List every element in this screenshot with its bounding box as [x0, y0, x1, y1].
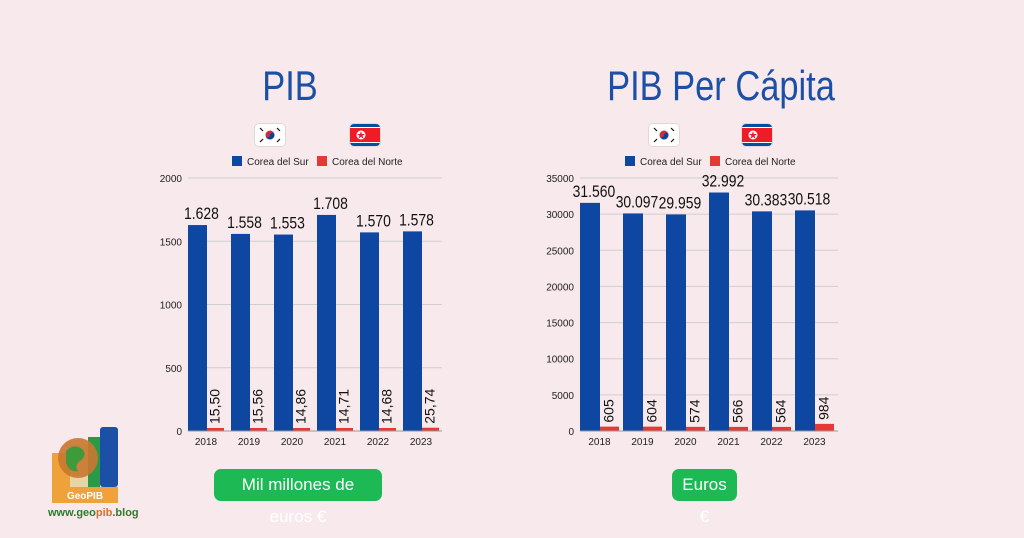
bar-corea-del-sur-2022 — [360, 232, 379, 431]
y-tick-label: 500 — [165, 364, 182, 375]
data-label-corea-del-sur: 29.959 — [659, 194, 702, 213]
unit-badge-per-capita: Euros € — [672, 469, 737, 526]
bar-corea-del-sur-2018 — [188, 225, 207, 431]
legend-swatch — [710, 156, 720, 166]
data-label-corea-del-norte: 25,74 — [422, 388, 438, 423]
x-tick-label: 2022 — [367, 437, 390, 448]
y-tick-label: 30000 — [546, 210, 574, 221]
logo-name: GeoPIB — [67, 491, 103, 502]
y-tick-label: 5000 — [552, 391, 575, 402]
data-label-corea-del-norte: 605 — [601, 399, 617, 423]
x-tick-label: 2021 — [324, 437, 347, 448]
y-tick-label: 2000 — [160, 174, 183, 185]
legend-label: Corea del Norte — [332, 157, 403, 168]
north-korea-flag-icon — [350, 124, 380, 146]
data-label-corea-del-sur: 1.708 — [313, 195, 348, 214]
x-tick-label: 2021 — [717, 437, 740, 448]
bar-corea-del-norte-2022 — [772, 426, 791, 431]
x-tick-label: 2020 — [281, 437, 304, 448]
legend-swatch — [625, 156, 635, 166]
y-tick-label: 0 — [176, 427, 182, 438]
y-tick-label: 1500 — [160, 237, 183, 248]
logo-url-suffix: .blog — [112, 507, 139, 519]
data-label-corea-del-sur: 1.553 — [270, 214, 305, 233]
geopib-logo: GeoPIB — [48, 425, 122, 517]
data-label-corea-del-norte: 604 — [644, 399, 660, 423]
x-tick-label: 2019 — [631, 437, 654, 448]
x-tick-label: 2022 — [760, 437, 783, 448]
data-label-corea-del-norte: 14,68 — [379, 389, 395, 424]
bar-corea-del-norte-2021 — [729, 426, 748, 431]
bar-corea-del-norte-2019 — [250, 428, 267, 431]
data-label-corea-del-sur: 1.578 — [399, 211, 434, 230]
bar-corea-del-norte-2018 — [600, 426, 619, 431]
data-label-corea-del-norte: 574 — [687, 399, 703, 423]
data-label-corea-del-sur: 30.097 — [616, 193, 659, 212]
data-label-corea-del-sur: 30.518 — [788, 190, 831, 209]
unit-badge-pib: Mil millones de euros € — [214, 469, 382, 526]
south-korea-flag-icon — [255, 124, 285, 146]
y-tick-label: 10000 — [546, 355, 574, 366]
y-tick-label: 20000 — [546, 282, 574, 293]
bar-corea-del-sur-2018 — [580, 202, 600, 431]
legend-swatch — [232, 156, 242, 166]
data-label-corea-del-norte: 15,50 — [207, 389, 223, 424]
bar-corea-del-sur-2022 — [752, 211, 772, 431]
data-label-corea-del-sur: 1.628 — [184, 205, 219, 224]
bar-corea-del-sur-2023 — [795, 210, 815, 431]
y-tick-label: 25000 — [546, 246, 574, 257]
x-tick-label: 2018 — [195, 437, 218, 448]
bar-corea-del-norte-2020 — [293, 428, 310, 431]
x-tick-label: 2019 — [238, 437, 261, 448]
y-tick-label: 15000 — [546, 319, 574, 330]
bar-corea-del-sur-2023 — [403, 231, 422, 431]
data-label-corea-del-sur: 32.992 — [702, 172, 745, 191]
south-korea-flag-icon — [649, 124, 679, 146]
chart-title-pib: PIB — [262, 62, 318, 109]
data-label-corea-del-norte: 566 — [730, 399, 746, 423]
x-tick-label: 2020 — [674, 437, 697, 448]
data-label-corea-del-norte: 14,86 — [293, 389, 309, 424]
data-label-corea-del-norte: 984 — [816, 396, 832, 420]
x-tick-label: 2023 — [803, 437, 826, 448]
x-tick-label: 2018 — [588, 437, 611, 448]
bar-corea-del-norte-2020 — [686, 426, 705, 431]
data-label-corea-del-norte: 14,71 — [336, 389, 352, 424]
north-korea-flag-icon — [742, 124, 772, 146]
data-label-corea-del-sur: 1.570 — [356, 212, 391, 231]
bar-corea-del-norte-2022 — [379, 428, 396, 431]
bar-corea-del-norte-2023 — [422, 427, 439, 431]
legend-label: Corea del Sur — [640, 157, 702, 168]
legend-swatch — [317, 156, 327, 166]
legend-label: Corea del Norte — [725, 157, 796, 168]
y-tick-label: 35000 — [546, 174, 574, 185]
chart-title-pib-per-capita: PIB Per Cápita — [607, 62, 835, 109]
logo-url-accent: pib — [95, 507, 113, 519]
bar-corea-del-norte-2019 — [643, 426, 662, 431]
bar-corea-del-sur-2020 — [666, 214, 686, 431]
bar-corea-del-sur-2019 — [231, 233, 250, 431]
bar-corea-del-norte-2023 — [815, 423, 834, 431]
y-tick-label: 0 — [568, 427, 574, 438]
data-label-corea-del-sur: 1.558 — [227, 214, 262, 233]
legend-label: Corea del Sur — [247, 157, 309, 168]
data-label-corea-del-sur: 31.560 — [573, 183, 616, 202]
logo-url-prefix: www.geo — [48, 507, 96, 519]
data-label-corea-del-norte: 564 — [773, 399, 789, 423]
x-tick-label: 2023 — [410, 437, 433, 448]
bar-corea-del-sur-2020 — [274, 234, 293, 431]
bar-corea-del-norte-2018 — [207, 428, 224, 431]
bar-corea-del-sur-2019 — [623, 213, 643, 431]
bar-corea-del-sur-2021 — [317, 214, 336, 431]
chart-1: Corea del Sur Corea del Norte 0 5000 10000 15… — [546, 156, 838, 448]
bar-corea-del-norte-2021 — [336, 428, 353, 431]
y-tick-label: 1000 — [160, 301, 183, 312]
logo-url: www.geopib.blog — [48, 507, 139, 519]
bar-corea-del-sur-2021 — [709, 192, 729, 431]
data-label-corea-del-sur: 30.383 — [745, 191, 788, 210]
chart-0: Corea del Sur Corea del Norte 0 500 1000 1500… — [160, 156, 442, 448]
data-label-corea-del-norte: 15,56 — [250, 389, 266, 424]
